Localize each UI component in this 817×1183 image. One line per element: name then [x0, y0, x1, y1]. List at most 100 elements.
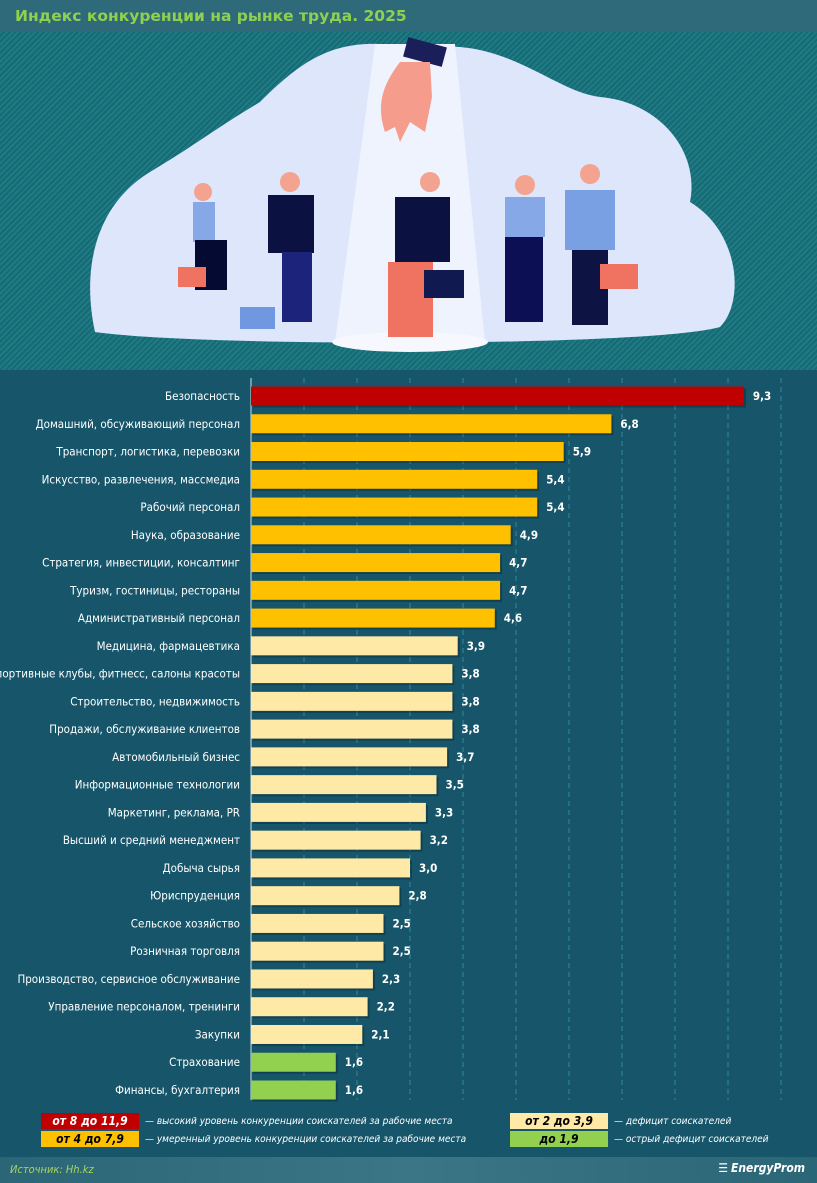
- legend-item-moderate: от 4 до 7,9 — умеренный уровень конкурен…: [41, 1131, 466, 1147]
- bar: [251, 497, 538, 517]
- illustration: [0, 32, 817, 370]
- value-label: 2,5: [393, 916, 411, 930]
- bar: [251, 997, 368, 1017]
- bar: [251, 719, 453, 739]
- source-text: Источник: Hh.kz: [10, 1163, 94, 1176]
- bar: [251, 525, 511, 545]
- category-label: Медицина, фармацевтика: [97, 639, 240, 653]
- category-label: Информационные технологии: [75, 778, 240, 792]
- bar-chart-svg: Безопасность 9,3 Домашний, обсуживающий пе…: [0, 378, 782, 1102]
- category-label: Искусство, развлечения, массмедиа: [42, 472, 240, 486]
- logo-text: EnergyProm: [730, 1161, 805, 1175]
- category-label: Административный персонал: [78, 611, 240, 625]
- legend-swatch: от 4 до 7,9: [41, 1131, 139, 1147]
- value-label: 4,7: [509, 583, 527, 597]
- bar: [251, 747, 448, 767]
- value-label: 4,6: [504, 611, 522, 625]
- legend-item-deficit: от 2 до 3,9 — дефицит соискателей: [510, 1113, 731, 1129]
- category-label: Продажи, обслуживание клиентов: [49, 722, 240, 736]
- bar: [251, 414, 612, 434]
- value-label: 3,8: [461, 667, 479, 681]
- category-label: Рабочий персонал: [140, 500, 240, 514]
- category-label: Юриспруденция: [150, 889, 240, 903]
- bar: [251, 553, 501, 573]
- legend-swatch: до 1,9: [510, 1131, 608, 1147]
- bar: [251, 580, 501, 600]
- category-label: Стратегия, инвестиции, консалтинг: [42, 556, 240, 570]
- bar: [251, 858, 410, 878]
- title-bar: Индекс конкуренции на рынке труда. 2025: [0, 0, 817, 32]
- bar: [251, 1052, 336, 1072]
- value-label: 3,3: [435, 805, 453, 819]
- value-label: 4,7: [509, 556, 527, 570]
- value-label: 3,9: [467, 639, 485, 653]
- bar-chart: Безопасность 9,3 Домашний, обсуживающий пе…: [0, 370, 817, 1105]
- bar: [251, 1080, 336, 1100]
- bar: [251, 636, 458, 656]
- category-label: Спортивные клубы, фитнесс, салоны красот…: [0, 667, 240, 681]
- bar: [251, 469, 538, 489]
- value-label: 2,5: [393, 944, 411, 958]
- category-label: Управление персоналом, тренинги: [48, 1000, 240, 1014]
- legend-item-high: от 8 до 11,9 — высокий уровень конкуренц…: [41, 1113, 452, 1129]
- value-label: 3,8: [461, 722, 479, 736]
- category-label: Строительство, недвижимость: [70, 694, 240, 708]
- category-label: Производство, сервисное обслуживание: [17, 972, 240, 986]
- value-label: 6,8: [620, 417, 638, 431]
- value-label: 1,6: [345, 1055, 363, 1069]
- category-label: Домашний, обсуживающий персонал: [36, 417, 240, 431]
- bar: [251, 969, 373, 989]
- category-label: Наука, образование: [131, 528, 240, 542]
- category-label: Маркетинг, реклама, PR: [108, 805, 240, 819]
- value-label: 3,7: [456, 750, 474, 764]
- legend-desc: — дефицит соискателей: [614, 1115, 732, 1127]
- chart-title: Индекс конкуренции на рынке труда. 2025: [15, 7, 407, 25]
- value-label: 3,5: [446, 778, 464, 792]
- category-label: Туризм, гостиницы, рестораны: [69, 583, 240, 597]
- legend-desc: — высокий уровень конкуренции соискателе…: [145, 1115, 453, 1127]
- value-label: 2,3: [382, 972, 400, 986]
- bar: [251, 664, 453, 684]
- value-label: 3,2: [430, 833, 448, 847]
- legend-desc: — умеренный уровень конкуренции соискате…: [145, 1133, 467, 1145]
- legend-desc: — острый дефицит соискателей: [614, 1133, 769, 1145]
- bar: [251, 941, 384, 961]
- category-label: Безопасность: [165, 389, 240, 403]
- value-label: 4,9: [520, 528, 538, 542]
- bar: [251, 386, 744, 406]
- value-label: 5,4: [546, 500, 564, 514]
- legend-swatch: от 8 до 11,9: [41, 1113, 139, 1129]
- category-label: Финансы, бухгалтерия: [115, 1083, 240, 1097]
- category-label: Автомобильный бизнес: [112, 750, 240, 764]
- value-label: 5,4: [546, 472, 564, 486]
- category-label: Добыча сырья: [163, 861, 240, 875]
- category-label: Транспорт, логистика, перевозки: [55, 445, 240, 459]
- category-label: Страхование: [169, 1055, 240, 1069]
- people: [178, 164, 638, 337]
- value-label: 2,8: [408, 889, 426, 903]
- value-label: 1,6: [345, 1083, 363, 1097]
- bar: [251, 802, 426, 822]
- bar: [251, 913, 384, 933]
- legend: от 8 до 11,9 — высокий уровень конкуренц…: [0, 1105, 817, 1157]
- category-label: Розничная торговля: [130, 944, 240, 958]
- footer: Источник: Hh.kz ☰ EnergyProm: [0, 1157, 817, 1183]
- logo-icon: ☰: [718, 1161, 728, 1175]
- value-label: 3,8: [461, 694, 479, 708]
- category-label: Закупки: [195, 1027, 240, 1041]
- value-label: 2,1: [371, 1027, 389, 1041]
- energyprom-logo: ☰ EnergyProm: [718, 1161, 805, 1175]
- bar: [251, 608, 495, 628]
- bar: [251, 775, 437, 795]
- value-label: 3,0: [419, 861, 437, 875]
- value-label: 5,9: [573, 445, 591, 459]
- legend-swatch: от 2 до 3,9: [510, 1113, 608, 1129]
- illustration-hiring-hand: [90, 37, 735, 352]
- bar: [251, 1024, 363, 1044]
- bar: [251, 691, 453, 711]
- bar: [251, 442, 564, 462]
- bar: [251, 886, 400, 906]
- category-label: Высший и средний менеджмент: [63, 833, 240, 847]
- value-label: 9,3: [753, 389, 771, 403]
- value-label: 2,2: [377, 1000, 395, 1014]
